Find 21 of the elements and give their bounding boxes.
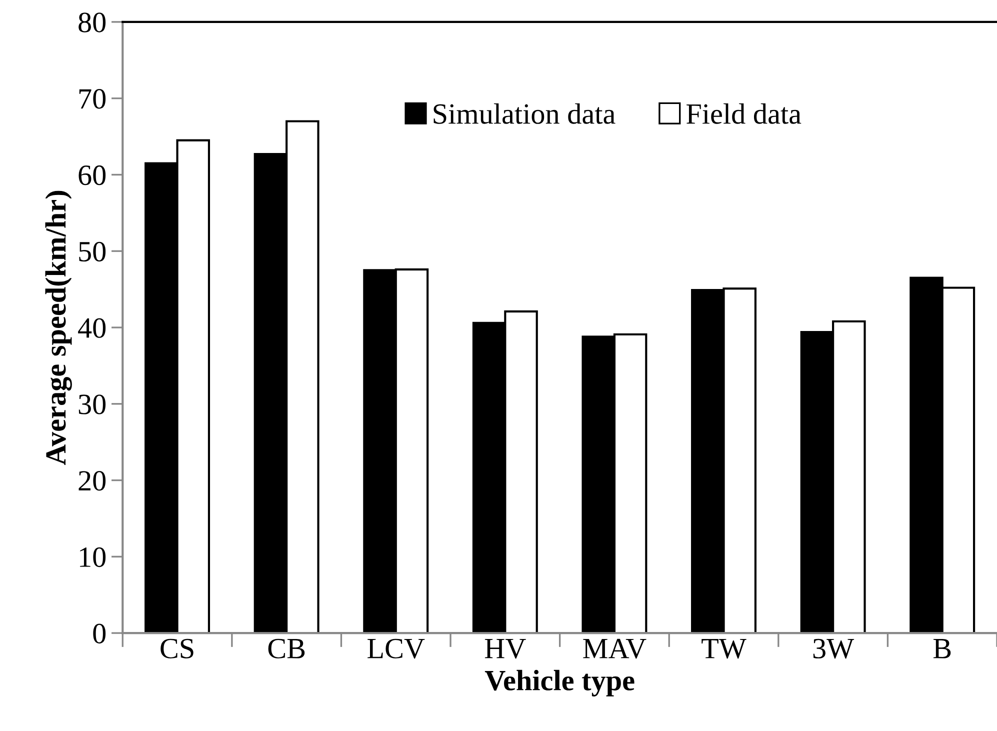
y-tick-label: 30 bbox=[78, 394, 106, 414]
y-tick-label: 20 bbox=[78, 470, 106, 491]
x-tick-label: CS bbox=[160, 638, 194, 658]
x-tick-label: LCV bbox=[368, 638, 425, 659]
x-tick-label: HV bbox=[484, 639, 526, 659]
y-tick-label: 50 bbox=[79, 242, 106, 262]
legend-label: Simulation data bbox=[434, 103, 616, 124]
x-tick-label: B bbox=[933, 639, 951, 658]
x-axis-title: Vehicle type bbox=[484, 670, 634, 696]
y-axis-title: Average speed(km/hr) bbox=[45, 190, 72, 466]
y-tick-label: 10 bbox=[80, 547, 106, 568]
y-tick-label: 80 bbox=[78, 12, 106, 32]
y-tick-label: 70 bbox=[79, 89, 106, 109]
legend-label: Field data bbox=[686, 103, 802, 124]
x-tick-label: TW bbox=[702, 639, 746, 659]
x-tick-label: 3W bbox=[813, 638, 854, 659]
x-tick-label: MAV bbox=[583, 638, 646, 659]
y-tick-label: 60 bbox=[78, 165, 106, 186]
y-tick-label: 40 bbox=[78, 318, 106, 338]
x-tick-label: CB bbox=[268, 638, 305, 658]
y-tick-label: 0 bbox=[93, 624, 106, 644]
